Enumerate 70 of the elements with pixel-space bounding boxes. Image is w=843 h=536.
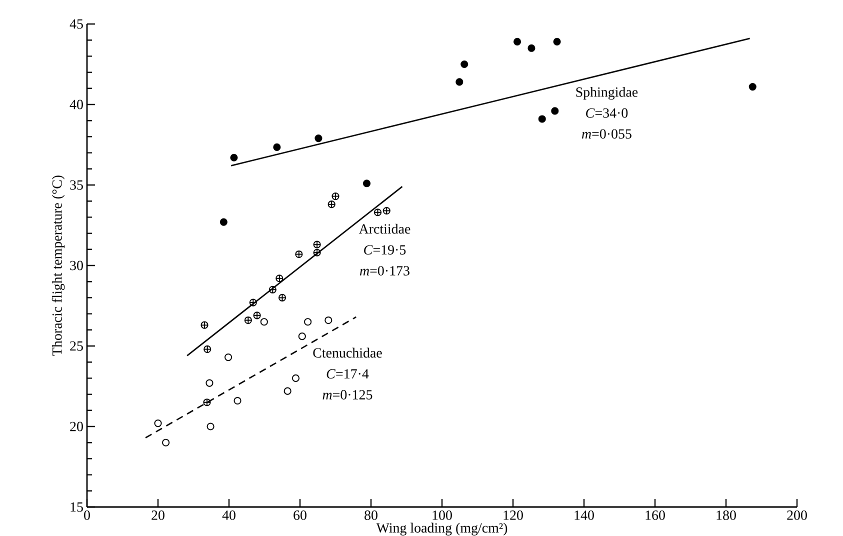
x-axis-title: Wing loading (mg/cm²) [376, 522, 508, 536]
annotation: Sphingidae [576, 86, 638, 100]
y-tick-label: 45 [70, 19, 83, 29]
point [200, 321, 208, 329]
point [284, 387, 292, 395]
point [314, 134, 322, 142]
point [313, 248, 321, 256]
annotation: C=34·0 [586, 108, 628, 118]
y-tick-label: 40 [70, 100, 83, 110]
annotation: C=19·5 [364, 245, 406, 255]
point [203, 398, 211, 406]
point [382, 206, 390, 215]
x-tick-label: 160 [646, 510, 665, 520]
x-tick-label: 0 [84, 510, 90, 520]
x-tick-label: 40 [222, 510, 236, 520]
point [162, 438, 170, 446]
y-tick-label: 35 [70, 180, 83, 190]
point [244, 316, 252, 324]
point [460, 60, 468, 68]
point [456, 78, 464, 86]
annotation: m=0·055 [582, 129, 632, 139]
point [292, 374, 300, 382]
point [304, 318, 312, 326]
point [374, 208, 382, 216]
point [295, 250, 303, 258]
point [748, 83, 756, 91]
point [253, 312, 261, 320]
annotation: m=0·173 [360, 266, 410, 276]
x-tick-label: 180 [716, 510, 736, 520]
point [362, 180, 371, 188]
x-tick-label: 140 [574, 510, 594, 520]
point [260, 318, 268, 326]
y-tick-label: 25 [70, 341, 83, 351]
annotation: Ctenuchidae [313, 348, 382, 358]
point [528, 44, 536, 52]
x-tick-label: 60 [294, 510, 306, 520]
point [276, 274, 284, 282]
annotation: m=0·125 [322, 390, 372, 400]
point [204, 345, 212, 354]
x-tick-label: 20 [152, 510, 164, 520]
point [220, 218, 228, 226]
annotation: Arctiidae [358, 224, 410, 234]
point [154, 419, 162, 428]
point [513, 38, 522, 46]
point [551, 107, 559, 115]
x-tick-label: 80 [364, 510, 378, 520]
y-tick-label: 15 [70, 502, 83, 512]
point [278, 294, 286, 302]
x-tick-label: 200 [787, 510, 807, 520]
x-tick-label: 100 [432, 510, 452, 520]
point [268, 286, 276, 294]
point [249, 298, 257, 306]
point [224, 353, 232, 362]
point [328, 200, 336, 208]
y-tick-label: 20 [70, 422, 83, 432]
point [206, 422, 214, 430]
y-axis-title: Thoracic flight temperature (°C) [52, 176, 65, 356]
y-tick-label: 30 [70, 260, 83, 270]
point [538, 115, 546, 123]
point [553, 38, 561, 46]
point [332, 192, 340, 200]
annotation: C=17·4 [326, 369, 369, 379]
point [234, 396, 242, 405]
point [324, 316, 332, 324]
point [298, 332, 306, 340]
point [273, 143, 281, 151]
point [313, 240, 321, 248]
point [206, 379, 214, 387]
x-tick-label: 120 [504, 510, 523, 520]
point [230, 154, 238, 162]
